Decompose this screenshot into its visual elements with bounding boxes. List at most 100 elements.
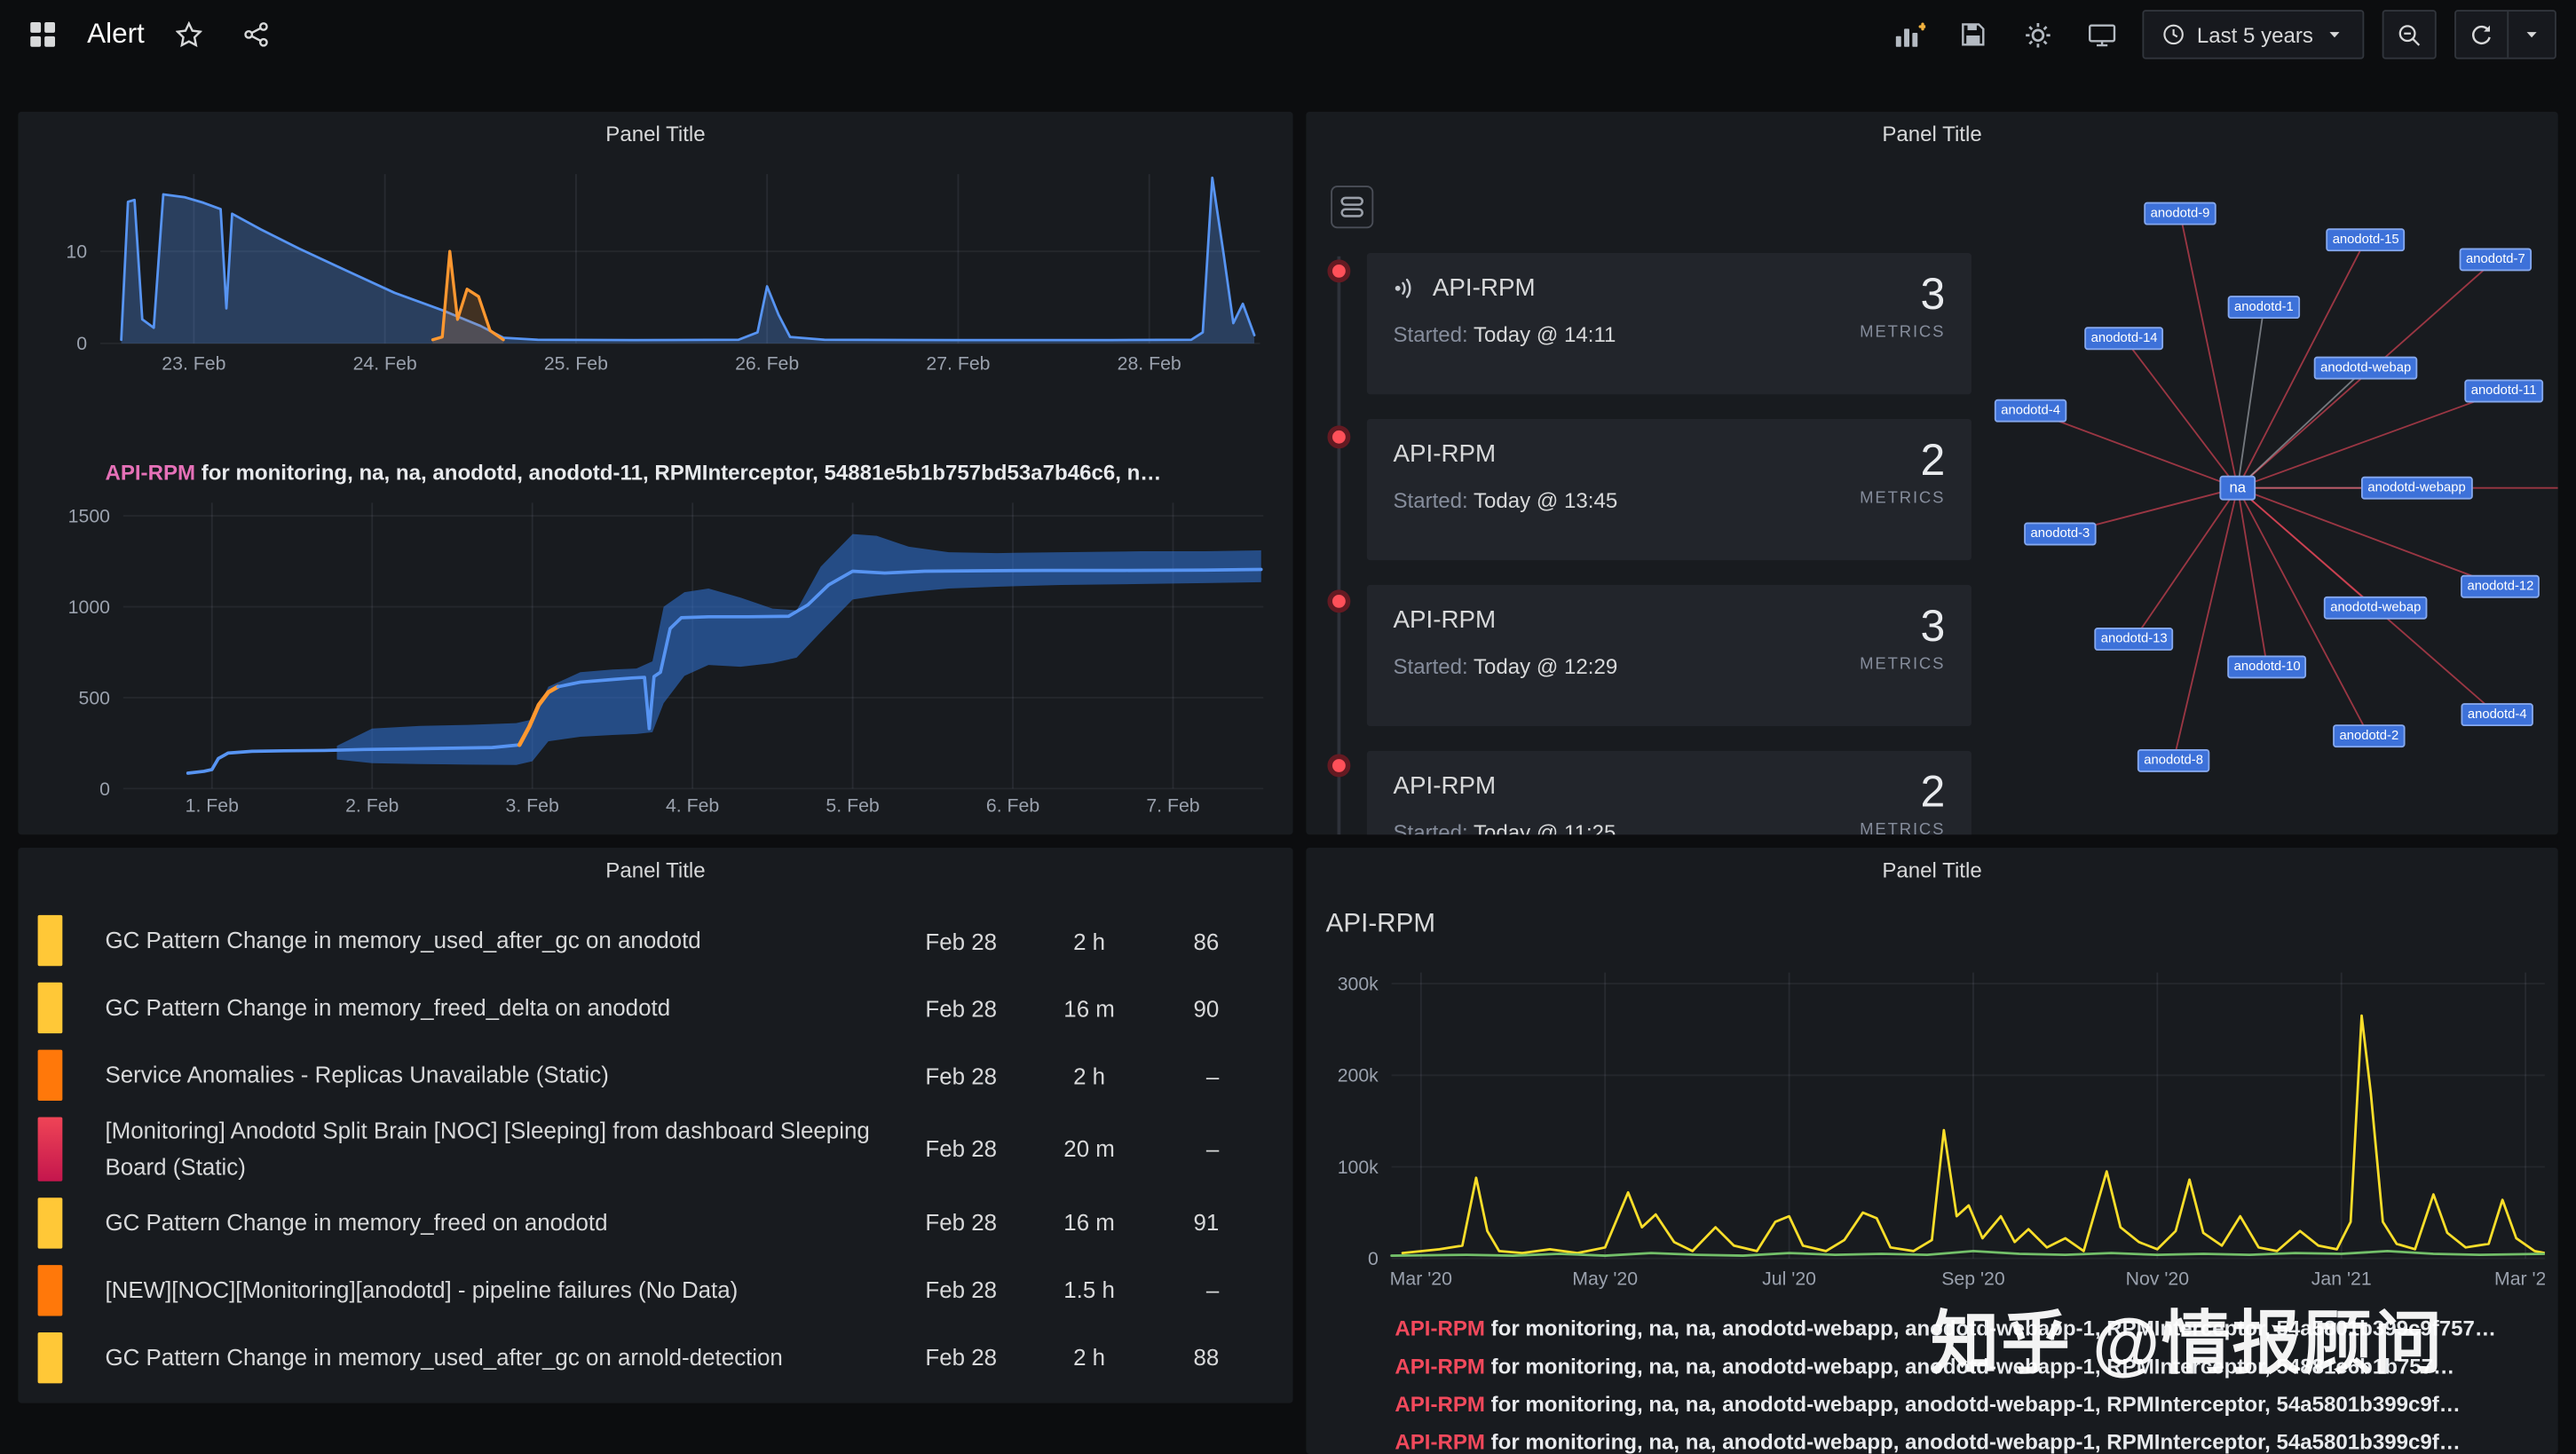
graph-node[interactable]: anodotd-10 bbox=[2227, 655, 2307, 679]
started-label: Started: bbox=[1393, 819, 1474, 835]
series-legend-line[interactable]: API-RPM for monitoring, na, na, anodotd,… bbox=[105, 460, 1276, 485]
series-desc: for monitoring, na, na, anodotd-webapp, … bbox=[1484, 1316, 2496, 1341]
incident-started: Started: Today @ 12:29 bbox=[1393, 654, 1945, 679]
incident-card[interactable]: API-RPM Started: Today @ 11:25 2 METRICS bbox=[1366, 750, 1972, 835]
graph-node[interactable]: anodotd-webap bbox=[2313, 356, 2418, 380]
alert-duration: 2 h bbox=[1073, 1062, 1106, 1089]
refresh-button[interactable] bbox=[2456, 12, 2507, 58]
graph-node[interactable]: anodotd-14 bbox=[2084, 327, 2164, 351]
svg-text:1. Feb: 1. Feb bbox=[186, 794, 239, 816]
alert-title: GC Pattern Change in memory_used_after_g… bbox=[105, 1344, 783, 1371]
severity-bar bbox=[37, 1332, 63, 1383]
started-label: Started: bbox=[1393, 653, 1474, 679]
star-icon[interactable] bbox=[166, 12, 212, 58]
alert-title: [NEW][NOC][Monitoring][anodotd] - pipeli… bbox=[105, 1276, 739, 1303]
graph-node[interactable]: anodotd-1 bbox=[2227, 296, 2301, 320]
graph-node[interactable]: anodotd-webap bbox=[2323, 596, 2428, 620]
alert-row[interactable]: GC Pattern Change in memory_freed on ano… bbox=[37, 1189, 1274, 1257]
alert-list: GC Pattern Change in memory_used_after_g… bbox=[37, 907, 1274, 1392]
series-legend-line[interactable]: API-RPM for monitoring, na, na, anodotd-… bbox=[1395, 1423, 2557, 1454]
alert-title: GC Pattern Change in memory_freed_delta … bbox=[105, 994, 671, 1021]
graph-node[interactable]: anodotd-12 bbox=[2461, 574, 2540, 598]
series-desc: for monitoring, na, na, anodotd-webapp, … bbox=[1484, 1354, 2455, 1379]
alert-row[interactable]: [NEW][NOC][Monitoring][anodotd] - pipeli… bbox=[37, 1256, 1274, 1324]
alert-title: Service Anomalies - Replicas Unavailable… bbox=[105, 1062, 609, 1088]
graph-node-center[interactable]: na bbox=[2219, 475, 2256, 501]
graph-node[interactable]: anodotd-15 bbox=[2326, 228, 2406, 252]
svg-text:7. Feb: 7. Feb bbox=[1146, 794, 1199, 816]
incident-dot bbox=[1327, 425, 1351, 449]
incident-cards: API-RPM Started: Today @ 14:11 3 METRICS API… bbox=[1366, 253, 1972, 835]
incident-title: API-RPM bbox=[1393, 440, 1497, 469]
graph-node[interactable]: anodotd-7 bbox=[2459, 248, 2533, 272]
graph-node[interactable]: anodotd-4 bbox=[2461, 703, 2533, 727]
refresh-caret-button[interactable] bbox=[2509, 12, 2555, 58]
graph-node[interactable]: anodotd-8 bbox=[2137, 748, 2210, 772]
share-icon[interactable] bbox=[233, 12, 280, 58]
svg-text:27. Feb: 27. Feb bbox=[926, 352, 990, 374]
series-name: API-RPM bbox=[1395, 1316, 1485, 1341]
zoom-out-button[interactable] bbox=[2384, 12, 2435, 58]
series-legend-line[interactable]: API-RPM for monitoring, na, na, anodotd-… bbox=[1395, 1385, 2557, 1423]
incident-card[interactable]: API-RPM Started: Today @ 12:29 3 METRICS bbox=[1366, 584, 1972, 727]
graph-node[interactable]: anodotd-3 bbox=[2024, 522, 2097, 546]
incident-card[interactable]: API-RPM Started: Today @ 13:45 2 METRICS bbox=[1366, 418, 1972, 561]
svg-text:May '20: May '20 bbox=[1572, 1268, 1638, 1289]
alert-date: Feb 28 bbox=[925, 1062, 998, 1089]
alert-title: [Monitoring] Anodotd Split Brain [NOC] [… bbox=[105, 1117, 870, 1181]
panel-header[interactable]: Panel Title bbox=[18, 848, 1292, 894]
broadcast-icon bbox=[1395, 278, 1411, 298]
alert-row[interactable]: GC Pattern Change in memory_used_after_g… bbox=[37, 907, 1274, 975]
time-range-picker[interactable]: Last 5 years bbox=[2142, 10, 2365, 59]
refresh-group bbox=[2454, 10, 2556, 59]
panel-timeseries: Panel Title 23. Feb 24. Feb 25. Feb 26. Feb… bbox=[18, 111, 1293, 835]
zoom-out-group bbox=[2382, 10, 2437, 59]
graph-node[interactable]: anodotd-2 bbox=[2333, 724, 2406, 748]
graph-node[interactable]: anodotd-9 bbox=[2144, 202, 2216, 225]
svg-text:Sep '20: Sep '20 bbox=[1941, 1268, 2004, 1289]
series-legend-line[interactable]: API-RPM for monitoring, na, na, anodotd-… bbox=[1395, 1309, 2557, 1347]
metric-count: 3 METRICS bbox=[1860, 270, 1945, 343]
rpm-legend: API-RPM for monitoring, na, na, anodotd-… bbox=[1395, 1309, 2557, 1454]
svg-text:100k: 100k bbox=[1338, 1157, 1379, 1178]
graph-node[interactable]: anodotd-11 bbox=[2464, 379, 2543, 403]
incident-title: API-RPM bbox=[1432, 274, 1536, 303]
alert-row[interactable]: [Monitoring] Anodotd Split Brain [NOC] [… bbox=[37, 1109, 1274, 1189]
svg-text:6. Feb: 6. Feb bbox=[986, 794, 1039, 816]
metric-caption: METRICS bbox=[1860, 821, 1946, 835]
alert-score: – bbox=[1205, 1062, 1220, 1089]
api-rpm-chart[interactable]: Mar '20 May '20 Jul '20 Sep '20 Nov '20 Jan '… bbox=[1316, 950, 2545, 1298]
alert-score: 90 bbox=[1193, 994, 1220, 1022]
add-panel-icon[interactable] bbox=[1886, 12, 1932, 58]
alert-row[interactable]: Service Anomalies - Replicas Unavailable… bbox=[37, 1041, 1274, 1109]
panel-header[interactable]: Panel Title bbox=[1306, 112, 2557, 158]
time-range-button[interactable]: Last 5 years bbox=[2145, 12, 2363, 58]
series-legend-line[interactable]: API-RPM for monitoring, na, na, anodotd-… bbox=[1395, 1347, 2557, 1386]
chart-title: API-RPM bbox=[1325, 910, 1435, 938]
layout-toggle-button[interactable] bbox=[1331, 186, 1374, 229]
dashboards-grid-icon[interactable] bbox=[20, 12, 66, 58]
rpm-forecast-chart[interactable]: 1. Feb 2. Feb 3. Feb 4. Feb 5. Feb 6. Feb 7. F… bbox=[35, 490, 1276, 826]
panel-header[interactable]: Panel Title bbox=[18, 112, 1292, 158]
panel-header[interactable]: Panel Title bbox=[1306, 848, 2557, 894]
incident-title: API-RPM bbox=[1393, 605, 1497, 635]
alert-duration: 20 m bbox=[1063, 1135, 1115, 1163]
graph-node[interactable]: anodotd-webapp bbox=[2360, 476, 2473, 500]
graph-node[interactable]: anodotd-13 bbox=[2094, 628, 2175, 651]
save-icon[interactable] bbox=[1950, 12, 1996, 58]
tv-mode-icon[interactable] bbox=[2079, 12, 2125, 58]
events-chart[interactable]: 23. Feb 24. Feb 25. Feb 26. Feb 27. Feb 28. F… bbox=[35, 164, 1276, 381]
incident-card[interactable]: API-RPM Started: Today @ 14:11 3 METRICS bbox=[1366, 253, 1972, 395]
gear-icon[interactable] bbox=[2014, 12, 2060, 58]
series-desc: for monitoring, na, na, anodotd-webapp, … bbox=[1484, 1429, 2461, 1454]
zoom-out-icon bbox=[2398, 24, 2421, 45]
graph-node[interactable]: anodotd-4 bbox=[1994, 399, 2067, 423]
watermark: 知乎 @情报顾问 bbox=[1930, 1304, 2445, 1382]
alert-row[interactable]: GC Pattern Change in memory_used_after_g… bbox=[37, 1324, 1274, 1391]
alert-row[interactable]: GC Pattern Change in memory_freed_delta … bbox=[37, 975, 1274, 1042]
metric-caption: METRICS bbox=[1860, 655, 1946, 674]
topbar-left: Alert bbox=[20, 12, 279, 58]
alert-title: GC Pattern Change in memory_freed on ano… bbox=[105, 1209, 608, 1236]
severity-bar bbox=[37, 982, 63, 1034]
